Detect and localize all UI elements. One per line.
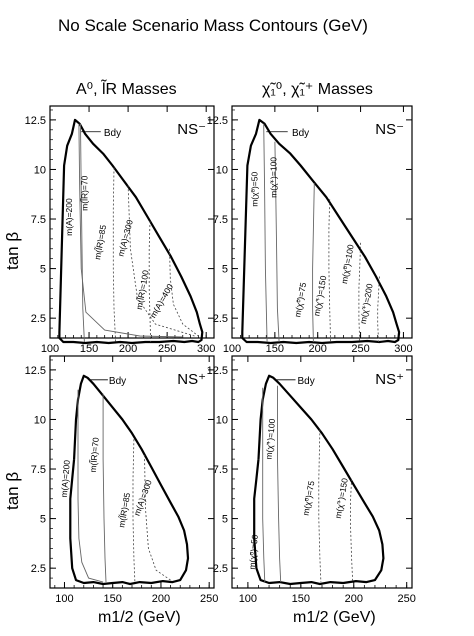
y-tick-label: 10 — [34, 164, 46, 176]
panel-tag: NS⁺ — [375, 371, 404, 388]
series-line-m-150 — [328, 199, 331, 343]
series-line-m-a-200 — [78, 123, 183, 338]
x-tick-label: 200 — [152, 593, 170, 605]
contour-label: m(χ̃⁺)=150 — [333, 477, 350, 519]
series-line-m-75 — [318, 429, 322, 583]
x-tick-label: 250 — [158, 343, 176, 355]
left-column-title: A⁰, l̃R Masses — [76, 81, 177, 98]
y-tick-label: 2.5 — [213, 313, 228, 325]
x-tick-label: 100 — [239, 593, 257, 605]
x-tick-label: 100 — [55, 593, 73, 605]
series-line-m-a-400 — [169, 248, 199, 337]
bdy-label: Bdy — [104, 128, 121, 139]
x-tick-label: 100 — [223, 343, 241, 355]
x-tick-label: 200 — [119, 343, 137, 355]
y-tick-label: 5 — [40, 514, 46, 526]
series-line-m-50 — [263, 123, 268, 343]
x-tick-label: 300 — [394, 343, 412, 355]
series-line-m-50 — [262, 387, 266, 583]
y-tick-label: 12.5 — [25, 365, 46, 377]
x-tick-label: 200 — [309, 343, 327, 355]
bdy-label: Bdy — [109, 376, 126, 387]
y-tick-label: 2.5 — [213, 563, 228, 575]
x-tick-label: 150 — [266, 343, 284, 355]
y-tick-label: 10 — [216, 164, 228, 176]
contour-label: m(χ̃⁰)=50 — [250, 171, 260, 206]
series-line-m-100 — [358, 242, 361, 343]
series-line-m-150 — [350, 478, 354, 583]
y-tick-label: 10 — [34, 414, 46, 426]
contour-label: m(χ̃⁺)=100 — [269, 157, 279, 198]
contour-label: m(χ̃⁰)=75 — [300, 480, 316, 517]
plot-frame — [231, 105, 413, 339]
y-tick-label: 12.5 — [207, 365, 228, 377]
y-tick-label: 10 — [216, 414, 228, 426]
series-line-m-l-r-70 — [80, 123, 85, 343]
contour-label: m(A)=200 — [64, 198, 74, 236]
contour-label: m(l̃R)=70 — [79, 175, 90, 210]
series-line-m-a-300 — [127, 185, 195, 337]
series-line-m-a-300 — [144, 455, 171, 581]
contour-label: m(χ̃⁺)=100 — [264, 418, 278, 460]
y-tick-label: 12.5 — [207, 115, 228, 127]
y-tick-label: 5 — [222, 514, 228, 526]
series-line-bdy — [69, 374, 190, 586]
panel-tag: NS⁻ — [375, 121, 404, 138]
y-tick-label: 7.5 — [31, 464, 46, 476]
series-line-m-100 — [277, 385, 282, 583]
x-tick-label: 150 — [292, 593, 310, 605]
y-tick-label: 5 — [222, 264, 228, 276]
series-line-m-l-r-100 — [148, 220, 152, 343]
x-axis-label-left: m1/2 (GeV) — [98, 609, 181, 626]
x-tick-label: 300 — [197, 343, 215, 355]
series-line-m-l-r-70 — [102, 393, 107, 583]
contour-label: m(l̃R)=70 — [87, 437, 101, 473]
bdy-label: Bdy — [292, 128, 309, 139]
series-line-m-200 — [377, 276, 380, 343]
page-title: No Scale Scenario Mass Contours (GeV) — [58, 16, 368, 35]
y-tick-label: 2.5 — [31, 563, 46, 575]
x-tick-label: 250 — [200, 593, 218, 605]
series-line-bdy — [253, 374, 385, 586]
series-line-m-l-r-85 — [112, 167, 116, 343]
x-axis-label-right: m1/2 (GeV) — [293, 609, 376, 626]
y-tick-label: 2.5 — [31, 313, 46, 325]
series-line-m-75 — [312, 183, 315, 343]
y-tick-label: 12.5 — [25, 115, 46, 127]
plot-frame — [49, 105, 215, 339]
right-column-title: χ̃₁⁰, χ̃₁⁺ Masses — [262, 81, 373, 98]
series-line-m-100 — [274, 141, 280, 343]
panel-tag: NS⁻ — [177, 121, 206, 138]
series-line-m-a-200 — [77, 389, 104, 583]
x-tick-label: 200 — [345, 593, 363, 605]
x-tick-label: 250 — [351, 343, 369, 355]
plot-frame — [231, 355, 413, 589]
y-tick-label: 7.5 — [213, 214, 228, 226]
contour-label: m(A)=200 — [59, 459, 72, 498]
y-tick-label: 7.5 — [31, 214, 46, 226]
contour-label: m(χ̃⁰)=50 — [247, 534, 260, 570]
panel-tag: NS⁺ — [177, 371, 206, 388]
bdy-label: Bdy — [298, 376, 315, 387]
x-tick-label: 100 — [41, 343, 59, 355]
x-tick-label: 150 — [80, 343, 98, 355]
x-tick-label: 150 — [104, 593, 122, 605]
y-tick-label: 5 — [40, 264, 46, 276]
x-tick-label: 250 — [398, 593, 416, 605]
y-tick-label: 7.5 — [213, 464, 228, 476]
